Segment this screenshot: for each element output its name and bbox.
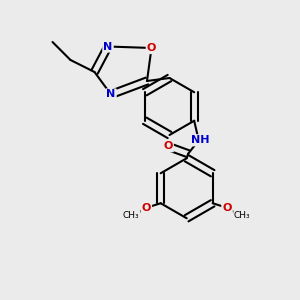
Text: O: O: [142, 203, 151, 213]
Text: N: N: [106, 89, 116, 100]
Text: N: N: [103, 41, 112, 52]
Text: O: O: [147, 43, 156, 53]
Text: CH₃: CH₃: [123, 211, 140, 220]
Text: O: O: [164, 141, 173, 151]
Text: CH₃: CH₃: [234, 211, 250, 220]
Text: O: O: [222, 203, 232, 213]
Text: NH: NH: [191, 135, 209, 145]
